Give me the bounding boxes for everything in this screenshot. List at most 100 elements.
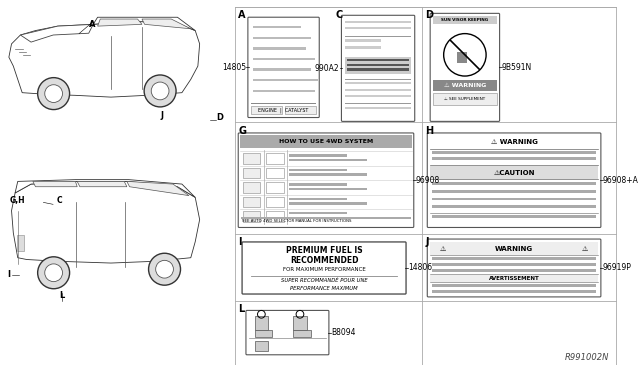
Bar [432,215,596,218]
Text: 14806: 14806 [408,263,432,272]
Bar [289,154,348,157]
Polygon shape [127,182,189,196]
Bar [432,290,596,293]
Bar [348,59,409,61]
Bar [251,106,282,114]
Bar [348,64,409,66]
Bar [253,36,310,39]
Text: C: C [57,196,63,205]
Text: B8094: B8094 [331,328,355,337]
Bar [346,107,411,109]
Bar [253,79,318,81]
Text: FOR MAXIMUM PERFORMANCE: FOR MAXIMUM PERFORMANCE [283,267,365,272]
Bar [240,135,412,148]
Bar [432,269,596,272]
Text: ⚠ WARNING: ⚠ WARNING [444,83,486,88]
Polygon shape [9,22,200,97]
Bar [346,95,411,97]
Bar [243,211,260,222]
Bar [253,26,301,28]
Text: SUN VISOR KEEPING: SUN VISOR KEEPING [442,18,488,22]
Circle shape [144,75,176,107]
Bar [289,217,367,219]
Polygon shape [457,52,467,62]
Circle shape [38,257,70,289]
Polygon shape [98,19,142,26]
Bar [255,316,268,330]
Text: AVERTISSEMENT: AVERTISSEMENT [489,276,540,281]
Bar [430,166,598,179]
Bar [251,103,316,104]
Text: L: L [238,304,244,314]
Bar [432,151,596,154]
Bar [432,198,596,201]
Bar [293,330,310,337]
Bar [266,153,284,164]
Text: ⚠ SEE SUPPLEMENT: ⚠ SEE SUPPLEMENT [444,97,486,101]
Text: 990A2: 990A2 [315,64,339,73]
Bar [243,168,260,178]
FancyBboxPatch shape [238,133,414,227]
Text: A: A [90,20,96,29]
Bar [432,182,596,185]
FancyBboxPatch shape [428,239,601,297]
Bar [266,211,284,222]
Bar [430,242,598,256]
Text: J: J [426,237,429,247]
Text: ⚠: ⚠ [440,246,446,252]
Bar [430,275,598,282]
Text: ⚠: ⚠ [582,246,588,252]
Text: L: L [59,291,65,300]
Bar [253,47,306,49]
Text: I: I [238,237,242,247]
Bar [266,168,284,178]
Bar [289,169,348,171]
Polygon shape [33,182,77,187]
Text: D: D [216,113,223,122]
Circle shape [156,260,173,278]
FancyBboxPatch shape [428,133,601,227]
Bar [289,212,348,214]
Bar [289,188,367,190]
Bar [346,89,411,90]
Bar [266,197,284,207]
Text: SEE AUTO 4WD SELECTOR MANUAL FOR INSTRUCTIONS: SEE AUTO 4WD SELECTOR MANUAL FOR INSTRUC… [242,219,351,223]
Text: PREMIUM FUEL IS: PREMIUM FUEL IS [285,246,362,255]
FancyBboxPatch shape [430,13,500,121]
Polygon shape [12,182,200,263]
Text: D: D [426,10,433,20]
Text: RECOMMENDED: RECOMMENDED [290,256,358,265]
Text: 96908: 96908 [416,176,440,185]
Text: ⚠ WARNING: ⚠ WARNING [491,139,538,145]
Text: H: H [426,126,433,136]
Circle shape [148,253,180,285]
Bar [289,159,367,161]
Bar [346,39,381,42]
Bar [346,79,411,80]
Bar [432,205,596,208]
Text: SUPER RECOMMANDÉ POUR UNE: SUPER RECOMMANDÉ POUR UNE [281,278,367,283]
Circle shape [38,78,70,110]
Polygon shape [15,180,195,198]
Polygon shape [77,182,127,187]
Bar [289,198,348,200]
Bar [285,106,316,114]
FancyBboxPatch shape [246,310,329,355]
Bar [255,341,268,351]
Polygon shape [93,17,195,31]
Text: R991002N: R991002N [565,353,609,362]
Text: G,H: G,H [10,196,25,205]
Bar [253,90,316,92]
Text: ⚠CAUTION: ⚠CAUTION [493,170,535,176]
Text: G: G [238,126,246,136]
FancyBboxPatch shape [248,17,319,118]
Text: 96908+A: 96908+A [603,176,639,185]
Text: C: C [335,10,343,20]
Text: WARNING: WARNING [495,246,533,252]
Text: 14805: 14805 [222,63,246,72]
Bar [432,263,596,266]
Bar [432,190,596,193]
Bar [433,80,497,92]
Text: 9B591N: 9B591N [502,63,532,72]
Polygon shape [20,24,93,42]
